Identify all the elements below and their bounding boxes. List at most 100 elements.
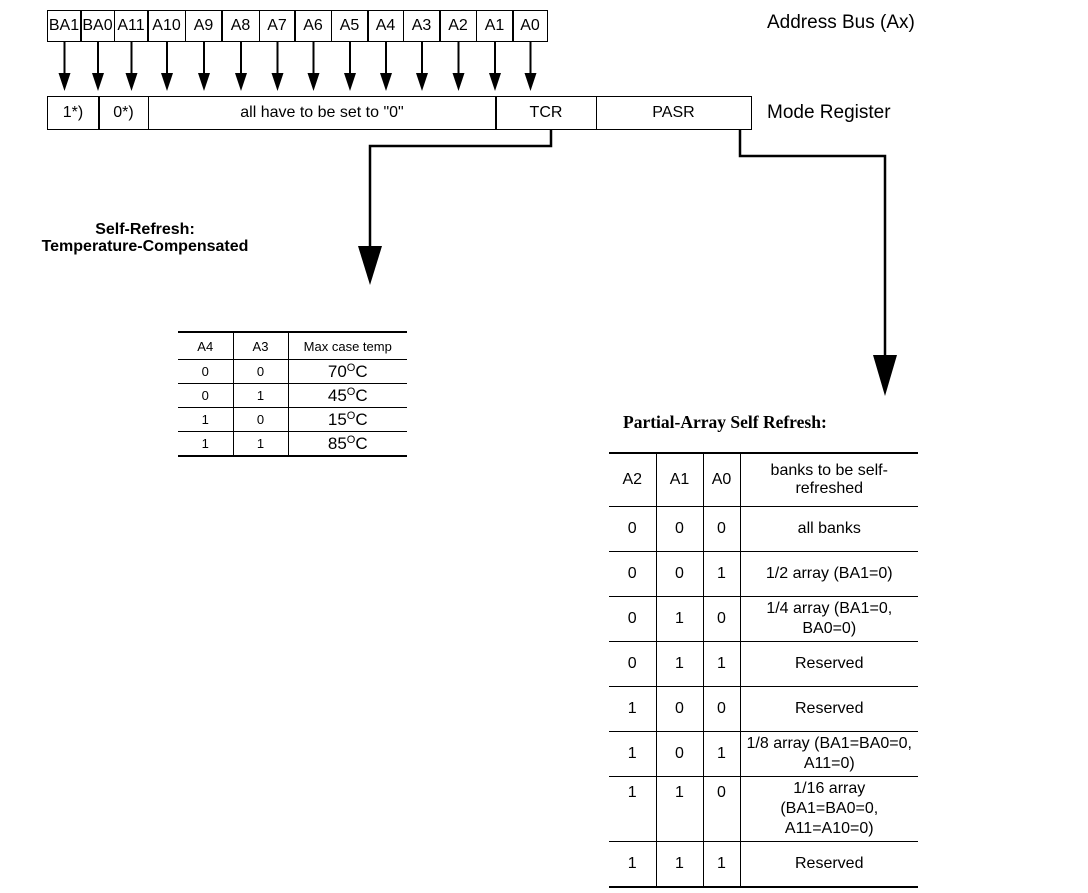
tcr-a4-cell: 0	[178, 359, 234, 384]
pasr-a0-cell: 1	[702, 731, 741, 777]
pasr-row: 1 0 0 Reserved	[609, 686, 918, 732]
bus-arrowhead	[125, 73, 138, 91]
bus-arrowhead	[344, 73, 356, 91]
pasr-header-a1: A1	[655, 452, 704, 507]
tcr-temp-cell: 85OC	[287, 431, 407, 457]
pasr-banks-cell: 1/4 array (BA1=0, BA0=0)	[739, 596, 918, 642]
pasr-connector-line	[738, 130, 887, 355]
bus-arrowhead	[235, 73, 247, 91]
pasr-a2-cell: 0	[609, 551, 657, 597]
pasr-a0-cell: 0	[702, 506, 741, 552]
bus-arrowhead	[452, 73, 465, 91]
tcr-temp-value: 85	[327, 433, 347, 453]
tcr-a3-cell: 0	[232, 359, 289, 384]
pasr-a0-cell: 1	[702, 841, 741, 888]
pasr-a0-cell: 1	[702, 641, 741, 687]
mode-field-ba0: 0*)	[98, 96, 149, 130]
tcr-header-temp: Max case temp	[287, 331, 407, 360]
mode-register-row: 1*) 0*) all have to be set to "0" TCR PA…	[46, 96, 752, 130]
tcr-temp-value: 45	[327, 385, 347, 405]
pasr-a0-cell: 0	[702, 776, 741, 842]
pasr-banks-cell: 1/16 array (BA1=BA0=0, A11=A10=0)	[739, 776, 918, 842]
pasr-row: 1 1 0 1/16 array (BA1=BA0=0, A11=A10=0)	[609, 776, 918, 842]
tcr-a3-cell: 1	[232, 383, 289, 408]
tcr-row: 0 0 70OC	[178, 359, 407, 384]
bus-cell-a8: A8	[221, 10, 260, 42]
bus-cell-a1: A1	[475, 10, 514, 42]
bus-arrowhead	[380, 73, 392, 91]
mode-field-ba1: 1*)	[46, 96, 100, 130]
bus-cell-a7: A7	[258, 10, 296, 42]
address-bus-row: BA1 BA0 A11 A10 A9 A8 A7 A6 A5 A4 A3 A2 A1 A0	[46, 10, 548, 42]
pasr-a2-cell: 1	[609, 776, 657, 842]
bus-arrowhead	[161, 73, 173, 91]
tcr-row: 0 1 45OC	[178, 383, 407, 408]
pasr-a2-cell: 1	[609, 731, 657, 777]
bus-arrows	[58, 42, 537, 91]
degree-symbol: O	[346, 361, 356, 374]
mode-register-label: Mode Register	[767, 102, 891, 123]
pasr-a1-cell: 0	[655, 686, 704, 732]
bus-arrowhead	[92, 73, 104, 91]
pasr-banks-cell: Reserved	[739, 841, 918, 888]
mode-field-reserved: all have to be set to "0"	[147, 96, 497, 130]
pasr-a1-cell: 1	[655, 641, 704, 687]
pasr-a2-cell: 1	[609, 686, 657, 732]
pasr-row: 1 1 1 Reserved	[609, 841, 918, 888]
tcr-temp-value: 15	[327, 409, 347, 429]
tcr-header-a3: A3	[232, 331, 289, 360]
pasr-a1-cell: 1	[655, 841, 704, 888]
tcr-header-a4: A4	[178, 331, 234, 360]
pasr-row: 0 0 0 all banks	[609, 506, 918, 552]
tcr-temp-cell: 45OC	[287, 383, 407, 408]
tcr-temp-unit: C	[355, 409, 368, 429]
tcr-heading: Self-Refresh: Temperature-Compensated	[0, 221, 290, 255]
tcr-heading-line2: Temperature-Compensated	[41, 238, 249, 255]
pasr-banks-cell: 1/8 array (BA1=BA0=0, A11=0)	[739, 731, 918, 777]
pasr-a2-cell: 0	[609, 506, 657, 552]
pasr-banks-cell: 1/2 array (BA1=0)	[739, 551, 918, 597]
bus-cell-ba0: BA0	[80, 10, 115, 42]
tcr-temp-unit: C	[355, 433, 368, 453]
bus-cell-ba1: BA1	[46, 10, 82, 42]
tcr-header-row: A4 A3 Max case temp	[178, 331, 407, 360]
tcr-a4-cell: 1	[178, 431, 234, 457]
tcr-temp-unit: C	[355, 385, 368, 405]
degree-symbol: O	[346, 385, 356, 398]
tcr-connector-line	[368, 130, 553, 246]
bus-cell-a9: A9	[184, 10, 223, 42]
degree-symbol: O	[346, 433, 356, 446]
bus-arrowhead	[524, 73, 537, 91]
tcr-a3-cell: 1	[232, 431, 289, 457]
pasr-a2-cell: 0	[609, 641, 657, 687]
bus-cell-a6: A6	[294, 10, 332, 42]
bus-arrowhead	[307, 73, 320, 91]
bus-arrowhead	[489, 73, 501, 91]
tcr-temp-unit: C	[355, 361, 368, 381]
tcr-temp-cell: 15OC	[287, 407, 407, 432]
tcr-temp-cell: 70OC	[287, 359, 407, 384]
tcr-a4-cell: 0	[178, 383, 234, 408]
mode-field-tcr: TCR	[495, 96, 597, 130]
pasr-a1-cell: 0	[655, 506, 704, 552]
pasr-a1-cell: 0	[655, 551, 704, 597]
pasr-a0-cell: 0	[702, 686, 741, 732]
pasr-arrowhead	[873, 355, 897, 396]
pasr-header-banks: banks to be self-refreshed	[739, 452, 918, 507]
pasr-a2-cell: 0	[609, 596, 657, 642]
tcr-table: A4 A3 Max case temp 0 0 70OC 0 1 45OC 1 0 15OC 1 1…	[178, 331, 407, 457]
bus-cell-a4: A4	[367, 10, 404, 42]
tcr-row: 1 0 15OC	[178, 407, 407, 432]
tcr-a3-cell: 0	[232, 407, 289, 432]
pasr-a1-cell: 1	[655, 776, 704, 842]
tcr-a4-cell: 1	[178, 407, 234, 432]
bus-cell-a3: A3	[402, 10, 441, 42]
bus-arrowhead	[58, 73, 71, 91]
degree-symbol: O	[346, 409, 356, 422]
bus-arrowhead	[271, 73, 284, 91]
pasr-row: 0 0 1 1/2 array (BA1=0)	[609, 551, 918, 597]
pasr-a1-cell: 0	[655, 731, 704, 777]
